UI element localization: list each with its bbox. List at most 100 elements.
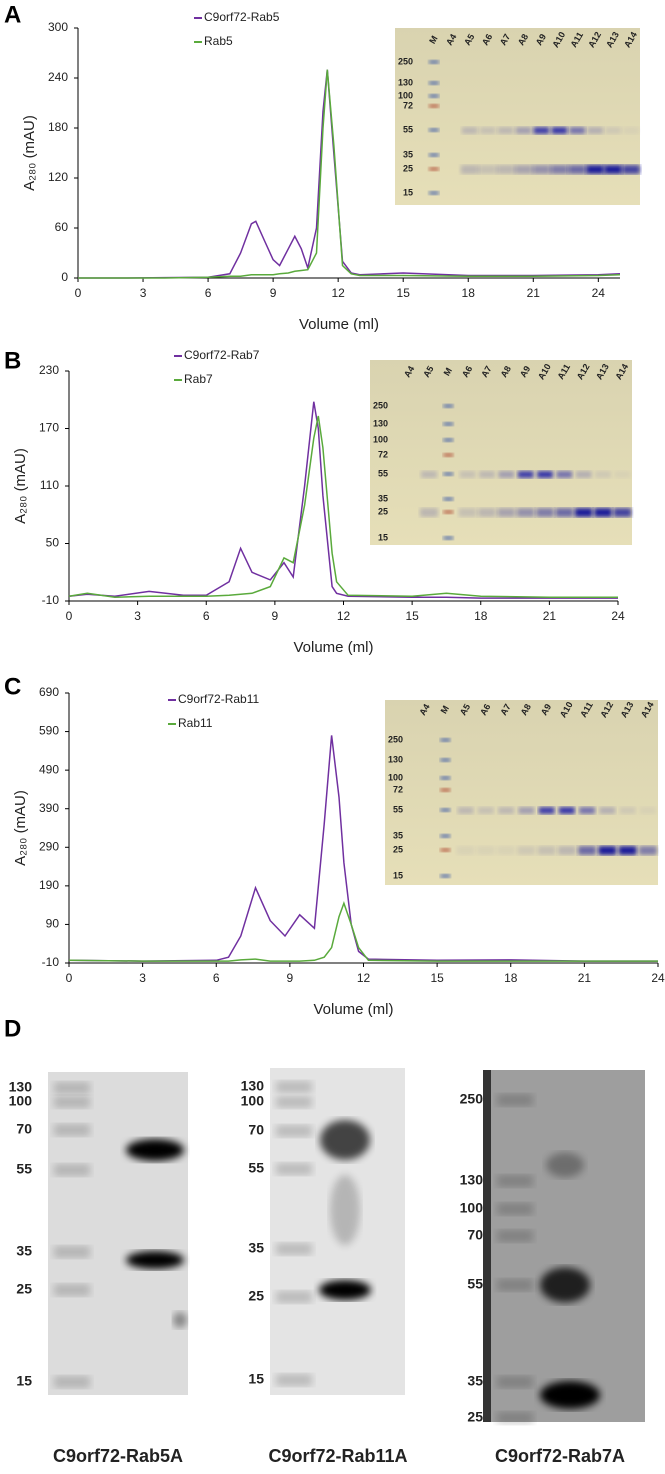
y-tick-label: 0 xyxy=(61,270,68,284)
gel-lane-label: A7 xyxy=(479,364,493,379)
blot-marker-label: 55 xyxy=(248,1160,264,1176)
y-tick-label: 290 xyxy=(39,839,59,853)
x-tick-label: 3 xyxy=(139,971,146,985)
gel-lane-label: M xyxy=(427,34,439,45)
x-tick-label: 9 xyxy=(272,609,279,623)
y-tick-label: 90 xyxy=(46,917,60,931)
gel-marker-label: 25 xyxy=(403,163,413,173)
blot-ladder xyxy=(54,1082,90,1094)
gel-band xyxy=(478,165,497,174)
gel-marker-label: 55 xyxy=(403,124,413,134)
gel-band xyxy=(461,127,478,134)
blot-marker-label: 100 xyxy=(241,1093,265,1109)
y-tick-label: 60 xyxy=(55,220,69,234)
y-tick-label: 120 xyxy=(48,170,68,184)
gel-image xyxy=(395,28,640,205)
blot-marker-label: 35 xyxy=(467,1373,483,1389)
gel-ladder-band xyxy=(428,94,439,98)
gel-marker-label: 130 xyxy=(373,418,388,428)
blot-marker-label: 250 xyxy=(460,1091,484,1107)
gel-band xyxy=(497,508,516,517)
gel-band xyxy=(574,508,593,517)
blot-ladder xyxy=(54,1284,90,1296)
blot-marker-label: 55 xyxy=(467,1276,483,1292)
gel-marker-label: 130 xyxy=(398,77,413,87)
gel-band xyxy=(598,846,617,855)
gel-band xyxy=(638,846,657,855)
gel-band xyxy=(639,807,656,814)
blot-caption: C9orf72-Rab11A xyxy=(268,1446,407,1466)
gel-band xyxy=(613,508,632,517)
panel-letter: B xyxy=(4,347,21,374)
gel-marker-label: 250 xyxy=(398,56,413,66)
gel-band xyxy=(476,846,495,855)
gel-lane-label: A5 xyxy=(458,702,472,717)
gel-band xyxy=(605,127,622,134)
gel-band xyxy=(514,165,533,174)
blot-ladder xyxy=(54,1096,90,1108)
gel-marker-label: 15 xyxy=(378,532,388,542)
gel-band xyxy=(479,471,495,478)
blot-marker-label: 15 xyxy=(248,1371,264,1387)
gel-marker-label: 100 xyxy=(388,772,403,782)
gel-lane-label: A7 xyxy=(498,702,512,717)
gel-band xyxy=(478,508,496,517)
legend-label: Rab5 xyxy=(204,34,233,48)
gel-lane-label: A4 xyxy=(417,702,431,717)
gel-marker-label: 25 xyxy=(378,506,388,516)
gel-band xyxy=(517,846,536,855)
blot-band xyxy=(173,1312,187,1328)
blot-band xyxy=(540,1381,600,1409)
y-tick-label: -10 xyxy=(42,955,60,969)
gel-marker-label: 72 xyxy=(378,449,388,459)
blot-marker-label: 70 xyxy=(467,1227,483,1243)
blot-band xyxy=(540,1267,590,1303)
x-tick-label: 21 xyxy=(578,971,592,985)
gel-band xyxy=(551,127,568,134)
gel-band xyxy=(618,846,637,855)
gel-ladder-band xyxy=(443,422,454,426)
gel-lane-label: A5 xyxy=(462,32,476,47)
gel-lane-label: A6 xyxy=(480,32,494,47)
y-tick-label: 590 xyxy=(39,724,59,738)
gel-band xyxy=(518,807,535,814)
gel-band xyxy=(536,508,554,517)
blot-marker-label: 35 xyxy=(16,1243,32,1259)
gel-marker-label: 100 xyxy=(398,90,413,100)
x-tick-label: 0 xyxy=(75,286,82,300)
blot-image xyxy=(48,1072,188,1395)
gel-band xyxy=(496,165,515,174)
blot-ladder xyxy=(497,1094,533,1106)
gel-band xyxy=(587,127,604,134)
x-tick-label: 6 xyxy=(203,609,210,623)
panel-letter: A xyxy=(4,1,21,28)
gel-band xyxy=(599,807,616,814)
gel-band xyxy=(458,508,477,517)
y-tick-label: 230 xyxy=(39,363,59,377)
gel-band xyxy=(517,471,534,478)
gel-lane-label: A8 xyxy=(516,32,530,47)
gel-ladder-band xyxy=(440,788,451,792)
gel-band xyxy=(532,165,551,174)
gel-ladder-band xyxy=(428,191,439,195)
gel-ladder-band xyxy=(440,758,451,762)
legend-label: C9orf72-Rab7 xyxy=(184,348,260,362)
gel-marker-label: 25 xyxy=(393,844,403,854)
data-line xyxy=(78,69,621,279)
blot-ladder xyxy=(276,1163,312,1175)
gel-ladder-band xyxy=(443,536,454,540)
gel-marker-label: 72 xyxy=(403,100,413,110)
blot-band xyxy=(330,1175,360,1245)
legend-label: C9orf72-Rab11 xyxy=(178,692,259,706)
y-tick-label: 390 xyxy=(39,801,59,815)
gel-ladder-band xyxy=(440,776,451,780)
gel-band xyxy=(555,508,574,517)
blot-ladder xyxy=(276,1081,312,1093)
panel-letter: D xyxy=(4,1015,21,1042)
y-axis-label: A₂₈₀ (mAU) xyxy=(12,448,29,524)
blot-ladder xyxy=(497,1203,533,1215)
blot-marker-label: 70 xyxy=(248,1122,264,1138)
blot-marker-label: 100 xyxy=(9,1093,33,1109)
x-tick-label: 24 xyxy=(651,971,665,985)
blot-caption: C9orf72-Rab7A xyxy=(495,1446,625,1466)
